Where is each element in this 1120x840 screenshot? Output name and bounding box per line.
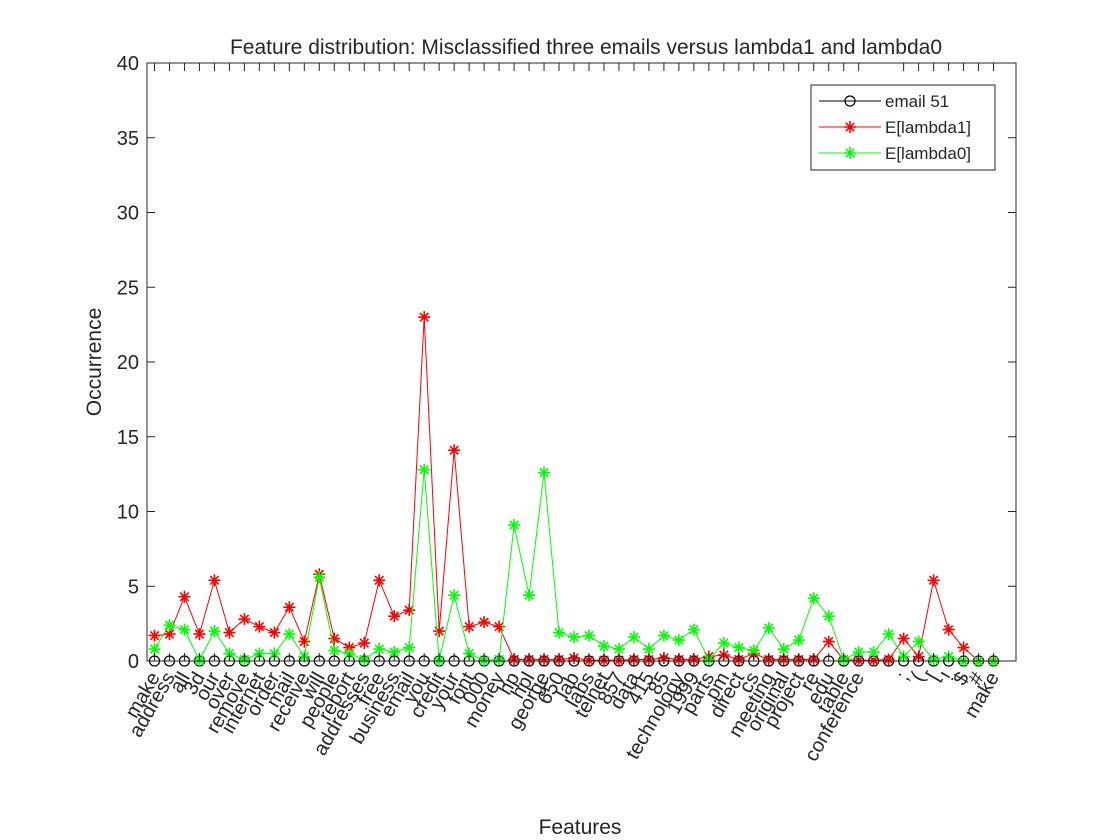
series-2-point: [687, 623, 700, 636]
series-1-point: [193, 628, 206, 641]
series-1-point: [388, 610, 401, 623]
series-1-point: [822, 635, 835, 648]
series-2-point: [553, 626, 566, 639]
y-tick-label: 10: [117, 502, 139, 524]
legend-label: E[lambda1]: [885, 118, 971, 137]
series-1-point: [867, 654, 880, 667]
series-2-point: [612, 643, 625, 656]
series-2-point: [882, 628, 895, 641]
series-1-point: [148, 629, 161, 642]
series-1-point: [208, 574, 221, 587]
legend-marker: [844, 147, 856, 159]
series-2-point: [568, 631, 581, 644]
legend-label: email 51: [885, 92, 949, 111]
series-2-point: [717, 637, 730, 650]
series-1-point: [328, 632, 341, 645]
series-2-point: [912, 635, 925, 648]
series-2-point: [418, 463, 431, 476]
legend-marker: [844, 95, 856, 107]
series-1-point: [493, 620, 506, 633]
series-2-point: [657, 629, 670, 642]
series-1-point: [403, 604, 416, 617]
legend-label: E[lambda0]: [885, 144, 971, 163]
y-tick-label: 40: [117, 53, 139, 75]
series-2-point: [148, 643, 161, 656]
y-tick-label: 20: [117, 352, 139, 374]
series-2-point: [328, 644, 341, 657]
series-2-point: [792, 634, 805, 647]
y-tick-label: 30: [117, 203, 139, 225]
y-tick-label: 5: [128, 576, 139, 598]
series-1-point: [957, 641, 970, 654]
series-1-point: [942, 623, 955, 636]
series-1-point: [223, 626, 236, 639]
series-2-point: [867, 646, 880, 659]
series-2-point: [732, 641, 745, 654]
series-1-point: [298, 635, 311, 648]
series-1-point: [163, 628, 176, 641]
series-1-point: [478, 616, 491, 629]
series-1-point: [463, 620, 476, 633]
y-tick-label: 25: [117, 277, 139, 299]
series-2-point: [163, 619, 176, 632]
y-tick-label: 0: [128, 651, 139, 673]
series-1-point: [897, 632, 910, 645]
series-2-point: [627, 631, 640, 644]
series-2-point: [448, 589, 461, 602]
series-1-point: [253, 620, 266, 633]
series-2-point: [208, 625, 221, 638]
series-2-point: [388, 646, 401, 659]
series-2-point: [822, 610, 835, 623]
series-2-point: [762, 622, 775, 635]
legend: email 51 E[lambda1] E[lambda0]: [810, 84, 996, 171]
series-2-point: [373, 643, 386, 656]
y-tick-label: 35: [117, 128, 139, 150]
y-axis-label: Occurrence: [83, 308, 106, 417]
chart-title: Feature distribution: Misclassified thre…: [230, 36, 942, 59]
series-2-point: [747, 644, 760, 657]
series-2-point: [672, 634, 685, 647]
legend-entry: E[lambda0]: [819, 144, 971, 163]
series-1-point: [448, 444, 461, 457]
series-2-point: [403, 641, 416, 654]
series-1-point: [433, 625, 446, 638]
series-2-point: [313, 571, 326, 584]
series-2-point: [508, 518, 521, 531]
legend-entry: email 51: [819, 92, 949, 111]
legend-entry: E[lambda1]: [819, 118, 971, 137]
series-1-point: [882, 653, 895, 666]
series-2-point: [523, 589, 536, 602]
series-1-point: [358, 637, 371, 650]
series-1-point: [268, 626, 281, 639]
series-2-point: [777, 643, 790, 656]
series-1-point: [283, 601, 296, 614]
series-1-point: [178, 590, 191, 603]
series-2-point: [582, 629, 595, 642]
series-2-point: [597, 640, 610, 653]
series-2-point: [642, 643, 655, 656]
legend-marker: [844, 121, 856, 133]
series-1-point: [418, 311, 431, 324]
series-2-point: [807, 592, 820, 605]
series-1-point: [927, 574, 940, 587]
series-2-point: [852, 646, 865, 659]
series-2-point: [178, 623, 191, 636]
series-2-point: [538, 466, 551, 479]
y-tick-label: 15: [117, 427, 139, 449]
series-2-point: [283, 628, 296, 641]
x-axis-label: Features: [539, 816, 622, 839]
series-1-point: [238, 613, 251, 626]
series-1-point: [373, 574, 386, 587]
